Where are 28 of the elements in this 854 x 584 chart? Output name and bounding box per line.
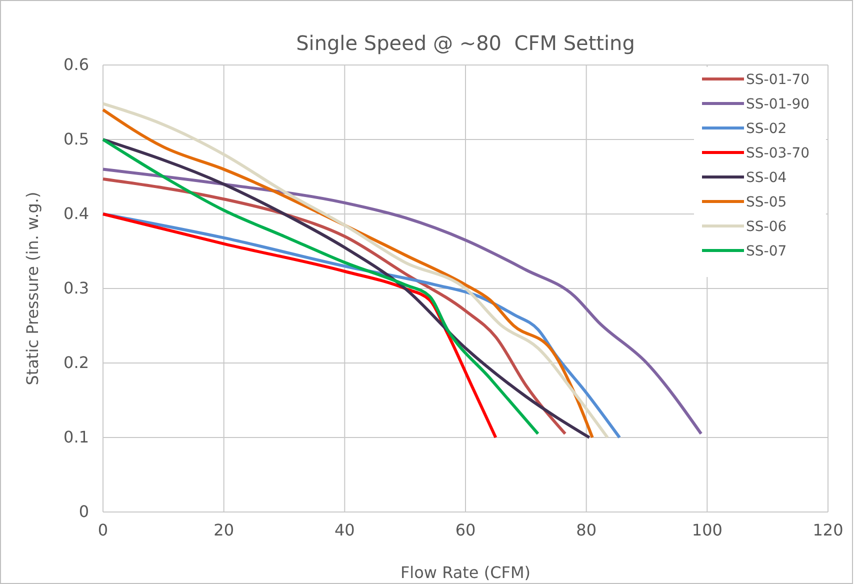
y-tick-label: 0.4 (64, 204, 89, 224)
y-axis-title: Static Pressure (in. w.g.) (23, 192, 42, 386)
legend-label: SS-04 (746, 170, 787, 186)
x-tick-label: 0 (98, 520, 108, 540)
legend-label: SS-03-70 (746, 145, 810, 162)
legend-label: SS-02 (746, 120, 787, 137)
x-tick-label: 40 (334, 520, 355, 540)
y-tick-label: 0.6 (64, 55, 89, 74)
legend-label: SS-01-90 (746, 96, 810, 112)
line-series (102, 212, 498, 439)
legend-label: SS-07 (746, 243, 787, 260)
y-tick-label: 0.3 (64, 278, 89, 298)
line-series (102, 168, 703, 436)
x-tick-label: 120 (812, 520, 844, 540)
line-series (102, 177, 567, 436)
y-tick-label: 0.1 (64, 428, 89, 447)
x-tick-label: 100 (692, 520, 722, 540)
x-tick-label: 60 (455, 520, 476, 540)
y-tick-label: 0.2 (64, 353, 89, 372)
x-tick-label: 80 (576, 520, 597, 540)
y-tick-label: 0.5 (64, 130, 89, 149)
legend-label: SS-01-70 (746, 72, 810, 88)
legend-label: SS-06 (746, 218, 787, 235)
x-axis-title: Flow Rate (CFM) (400, 563, 531, 582)
chart-title: Single Speed @ ~80 CFM Setting (296, 31, 635, 55)
x-tick-label: 20 (214, 520, 234, 540)
legend-label: SS-05 (746, 194, 787, 210)
y-tick-label: 0 (78, 502, 89, 522)
